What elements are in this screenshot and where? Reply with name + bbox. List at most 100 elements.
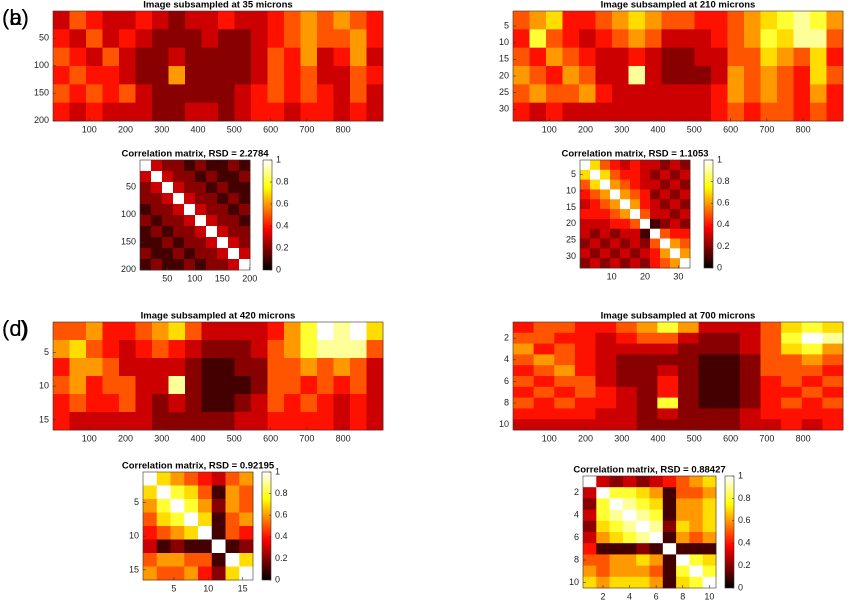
- heatmap-cell: [678, 376, 700, 388]
- heatmap-cell: [239, 204, 251, 216]
- heatmap-cell: [826, 11, 844, 30]
- heatmap-cell: [140, 248, 152, 260]
- heatmap-cell: [350, 29, 367, 49]
- colorbar-tick-label: 0.6: [276, 198, 289, 208]
- heatmap-cell: [140, 171, 152, 183]
- heatmap-cell: [317, 358, 334, 377]
- y-tick-label: 4: [504, 354, 509, 364]
- heatmap-cell: [657, 322, 679, 334]
- heatmap-cell: [727, 47, 745, 67]
- heatmap-cell: [201, 84, 219, 104]
- heatmap-cell: [217, 259, 229, 271]
- heatmap-cell: [228, 182, 240, 194]
- heatmap-cell: [595, 102, 613, 122]
- heatmap-cell: [583, 554, 597, 566]
- heatmap-cell: [284, 394, 301, 413]
- heatmap-cell: [609, 476, 624, 488]
- heatmap-cell: [610, 189, 621, 200]
- heatmap-cell: [610, 258, 621, 269]
- heatmap-cell: [579, 29, 596, 49]
- heatmap-cell: [580, 169, 591, 181]
- heatmap-cell: [676, 532, 690, 544]
- heatmap-cell: [678, 354, 700, 366]
- heatmap-cell: [826, 47, 844, 67]
- heatmap-cell: [694, 47, 712, 67]
- heatmap-cell: [69, 84, 87, 104]
- heatmap-cell: [185, 358, 202, 377]
- heatmap-cell: [660, 218, 671, 230]
- heatmap-cell: [533, 354, 555, 366]
- heatmap-cell: [234, 102, 252, 122]
- x-tick-label: 200: [242, 273, 257, 283]
- heatmap-cell: [562, 102, 580, 122]
- heatmap-cell: [533, 376, 555, 388]
- heatmap-cell: [711, 84, 728, 104]
- heatmap-cell: [529, 29, 547, 49]
- heatmap-cell: [228, 193, 240, 205]
- heatmap-cell: [595, 29, 613, 49]
- heatmap-cell: [217, 237, 229, 249]
- heatmap-cell: [777, 47, 794, 67]
- heatmap-cell: [554, 354, 576, 366]
- heatmap-cell: [119, 394, 136, 413]
- y-tick-label: 150: [121, 237, 136, 247]
- y-tick-label: 150: [34, 88, 49, 98]
- heatmap-cell: [826, 102, 844, 122]
- heatmap-cell: [670, 248, 681, 259]
- heatmap-cell: [228, 226, 240, 238]
- heatmap-cell: [660, 228, 671, 239]
- heatmap-cell: [650, 209, 661, 220]
- heatmap-cell: [513, 343, 535, 355]
- heatmap-cell: [781, 408, 803, 420]
- heatmap-cell: [590, 160, 601, 171]
- heatmap-cell: [595, 386, 617, 398]
- heatmap-cell: [636, 576, 650, 589]
- heatmap-cell: [661, 47, 679, 67]
- heatmap-cell: [284, 102, 301, 122]
- heatmap-cell: [198, 512, 213, 527]
- heatmap-cell: [350, 322, 367, 341]
- heatmap-cell: [670, 179, 681, 190]
- heatmap-cell: [650, 179, 661, 190]
- heatmap-cell: [777, 102, 794, 122]
- heatmap-cell: [198, 485, 213, 500]
- heatmap-cell: [739, 397, 761, 409]
- heatmap-cell: [140, 215, 152, 227]
- colorbar-tick-label: 1: [276, 154, 281, 164]
- heatmap-cell: [533, 397, 555, 409]
- y-tick-label: 200: [34, 115, 49, 125]
- heatmap-cell: [719, 376, 741, 388]
- colorbar-tick-label: 0: [717, 262, 722, 272]
- heatmap-cell: [760, 84, 778, 104]
- heatmap-cell: [168, 412, 186, 431]
- heatmap-cell: [616, 365, 638, 377]
- heatmap-cell: [595, 343, 617, 355]
- y-tick-label: 15: [129, 564, 139, 574]
- heatmap-cell: [801, 408, 823, 420]
- chart-title: Image subsampled at 700 microns: [601, 311, 756, 322]
- heatmap-cell: [661, 11, 679, 30]
- heatmap-cell: [184, 248, 196, 260]
- heatmap-cell: [680, 238, 691, 249]
- heatmap-cell: [267, 376, 285, 395]
- heatmap-cell: [744, 29, 761, 49]
- chart-title: Correlation matrix, RSD = 0.92195: [122, 461, 275, 472]
- heatmap-cell: [662, 520, 677, 533]
- heatmap-cell: [201, 102, 219, 122]
- heatmap-cell: [650, 189, 661, 200]
- heatmap-cell: [777, 11, 794, 30]
- heatmap-cell: [195, 182, 207, 194]
- heatmap-cell: [86, 47, 103, 67]
- heatmap-cell: [583, 576, 597, 589]
- heatmap-cell: [676, 543, 690, 555]
- heatmap-cell: [239, 237, 251, 249]
- heatmap-cell: [184, 472, 199, 486]
- heatmap-cell: [574, 419, 596, 431]
- heatmap-cell: [711, 11, 728, 30]
- heatmap-cell: [184, 259, 196, 271]
- y-tick-label: 20: [499, 70, 509, 80]
- heatmap-cell: [822, 343, 844, 355]
- heatmap-cell: [739, 365, 761, 377]
- heatmap-cell: [822, 354, 844, 366]
- heatmap-cell: [366, 102, 384, 122]
